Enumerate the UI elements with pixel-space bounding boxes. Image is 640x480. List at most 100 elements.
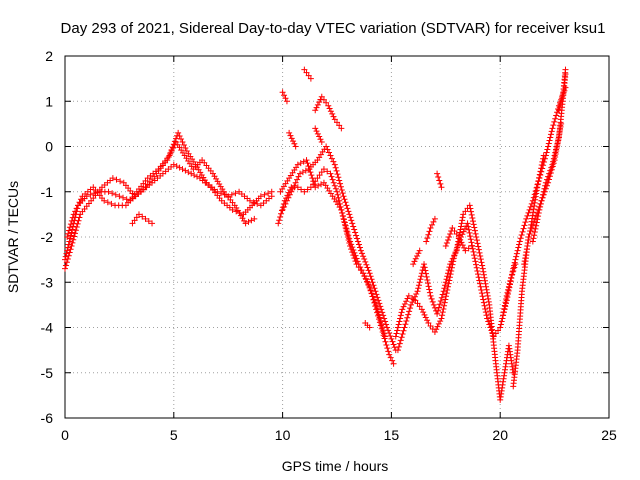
data-point xyxy=(543,149,550,156)
data-point xyxy=(335,194,342,201)
data-point xyxy=(531,199,538,206)
data-point xyxy=(448,267,455,274)
data-point xyxy=(549,161,556,168)
data-point xyxy=(300,158,307,165)
data-point xyxy=(323,99,330,106)
y-tick-label: 1 xyxy=(45,93,53,109)
data-point xyxy=(71,233,78,240)
data-point xyxy=(537,203,544,210)
data-point xyxy=(251,215,258,222)
data-point xyxy=(377,317,384,324)
data-point xyxy=(505,283,512,290)
data-point xyxy=(149,220,156,227)
data-point xyxy=(64,234,71,240)
data-point xyxy=(295,173,302,180)
data-point xyxy=(351,249,358,256)
data-point xyxy=(326,149,333,156)
data-point xyxy=(478,286,485,293)
data-point xyxy=(358,267,365,274)
data-point xyxy=(478,259,485,266)
data-point xyxy=(541,185,548,192)
data-point xyxy=(467,205,474,212)
data-point xyxy=(383,341,390,348)
data-point xyxy=(286,129,293,136)
data-point xyxy=(426,228,433,235)
data-point xyxy=(440,288,447,295)
data-point xyxy=(532,193,539,200)
data-point xyxy=(294,176,301,183)
data-point xyxy=(473,237,480,244)
data-point xyxy=(346,211,353,218)
data-point xyxy=(530,209,537,216)
data-point xyxy=(374,308,381,315)
data-points xyxy=(62,66,569,403)
data-point xyxy=(507,277,514,284)
data-point xyxy=(420,309,427,316)
data-point xyxy=(466,202,473,209)
data-point xyxy=(354,258,361,265)
data-point xyxy=(361,273,368,280)
data-point xyxy=(444,273,451,280)
data-point xyxy=(336,197,343,204)
data-point xyxy=(69,239,76,246)
data-point xyxy=(414,253,421,260)
data-point xyxy=(326,105,333,112)
data-point xyxy=(438,294,445,301)
data-point xyxy=(483,283,490,290)
data-point xyxy=(307,169,314,176)
data-point xyxy=(352,252,359,259)
data-point xyxy=(483,286,490,293)
data-point xyxy=(379,309,386,316)
data-point xyxy=(301,188,308,195)
data-point xyxy=(179,166,186,173)
data-point xyxy=(315,182,322,189)
data-point xyxy=(305,163,312,170)
data-point xyxy=(225,193,232,200)
data-point xyxy=(279,89,286,96)
data-point xyxy=(460,228,467,235)
data-point xyxy=(444,270,451,277)
data-point xyxy=(314,101,321,108)
data-point xyxy=(133,214,140,221)
data-point xyxy=(70,211,77,218)
data-point xyxy=(347,214,354,221)
data-point xyxy=(473,264,480,271)
data-point xyxy=(364,264,371,271)
data-point xyxy=(303,157,310,164)
data-point xyxy=(394,324,401,331)
data-point xyxy=(353,232,360,239)
data-point xyxy=(437,297,444,304)
data-point xyxy=(422,314,429,321)
data-point xyxy=(312,107,319,114)
data-point xyxy=(522,255,529,262)
data-point xyxy=(70,236,77,243)
data-point xyxy=(504,289,511,296)
data-point xyxy=(261,191,268,198)
data-point xyxy=(327,170,334,177)
data-point xyxy=(318,138,325,145)
data-point xyxy=(537,168,544,175)
data-point xyxy=(339,190,346,197)
data-point xyxy=(407,305,414,312)
data-point xyxy=(374,305,381,312)
y-tick-label: -2 xyxy=(41,229,54,245)
data-point xyxy=(449,224,456,231)
data-point xyxy=(400,327,407,334)
data-point xyxy=(363,276,370,283)
data-point xyxy=(354,235,361,242)
data-point xyxy=(465,245,472,252)
data-point xyxy=(297,160,304,167)
data-point xyxy=(513,250,520,257)
data-point xyxy=(521,261,528,268)
data-point xyxy=(365,267,372,274)
data-point xyxy=(75,217,82,224)
data-point xyxy=(553,112,560,119)
data-point xyxy=(524,212,531,219)
data-point xyxy=(370,296,377,303)
data-point xyxy=(331,161,338,168)
data-point xyxy=(522,219,529,226)
data-point xyxy=(508,274,515,281)
data-point xyxy=(436,177,443,184)
data-point xyxy=(351,226,358,233)
data-point xyxy=(476,277,483,284)
